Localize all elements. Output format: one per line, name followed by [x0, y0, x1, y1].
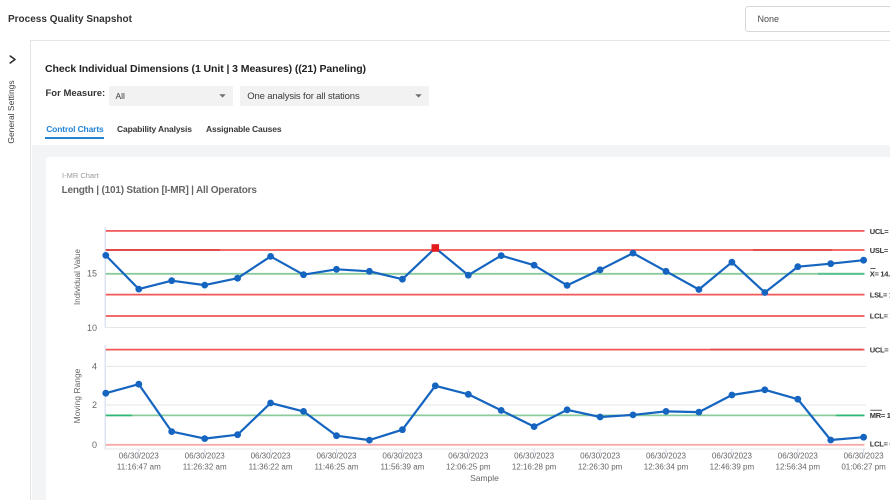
svg-text:12:36:34 pm: 12:36:34 pm: [644, 463, 689, 472]
svg-text:06/30/2023: 06/30/2023: [514, 452, 555, 461]
svg-text:06/30/2023: 06/30/2023: [382, 452, 423, 461]
svg-text:10: 10: [87, 323, 97, 333]
svg-text:12:16:28 pm: 12:16:28 pm: [512, 463, 557, 472]
svg-text:12:46:39 pm: 12:46:39 pm: [710, 463, 755, 472]
svg-text:Individual Value: Individual Value: [73, 249, 82, 305]
svg-text:Sample: Sample: [470, 473, 499, 483]
svg-text:USL= 17.25: USL= 17.25: [870, 246, 890, 255]
svg-text:06/30/2023: 06/30/2023: [712, 452, 753, 461]
svg-text:06/30/2023: 06/30/2023: [448, 452, 489, 461]
svg-text:12:26:30 pm: 12:26:30 pm: [578, 463, 623, 472]
svg-text:4: 4: [92, 362, 97, 372]
svg-text:12:56:34 pm: 12:56:34 pm: [776, 463, 821, 472]
svg-text:0: 0: [92, 440, 97, 450]
svg-text:11:36:22 am: 11:36:22 am: [249, 463, 293, 472]
svg-text:06/30/2023: 06/30/2023: [185, 452, 226, 461]
svg-text:LCL= 0: LCL= 0: [870, 439, 890, 448]
svg-text:2: 2: [92, 400, 97, 410]
svg-text:11:46:25 am: 11:46:25 am: [315, 463, 359, 472]
svg-text:UCL= 19.04: UCL= 19.04: [870, 227, 890, 236]
svg-text:06/30/2023: 06/30/2023: [251, 452, 292, 461]
svg-text:UCL= 4.87: UCL= 4.87: [870, 345, 890, 354]
svg-text:06/30/2023: 06/30/2023: [646, 452, 687, 461]
svg-text:12:06:25 pm: 12:06:25 pm: [446, 463, 491, 472]
svg-text:LSL= 13.25: LSL= 13.25: [870, 291, 890, 300]
svg-text:11:16:47 am: 11:16:47 am: [117, 463, 161, 472]
svg-text:11:26:32 am: 11:26:32 am: [183, 463, 227, 472]
svg-text:11:56:39 am: 11:56:39 am: [380, 463, 424, 472]
svg-text:X= 14.95: X= 14.95: [870, 269, 890, 278]
svg-text:06/30/2023: 06/30/2023: [580, 452, 621, 461]
svg-text:01:06:27 pm: 01:06:27 pm: [841, 463, 886, 472]
svg-text:MR= 1.47: MR= 1.47: [870, 411, 890, 420]
svg-text:15: 15: [87, 269, 97, 279]
svg-text:LCL= 10.87: LCL= 10.87: [870, 311, 890, 320]
svg-text:06/30/2023: 06/30/2023: [778, 452, 819, 461]
svg-text:06/30/2023: 06/30/2023: [844, 452, 885, 461]
svg-text:06/30/2023: 06/30/2023: [119, 452, 160, 461]
svg-text:06/30/2023: 06/30/2023: [316, 452, 357, 461]
svg-text:Moving Range: Moving Range: [72, 368, 82, 423]
